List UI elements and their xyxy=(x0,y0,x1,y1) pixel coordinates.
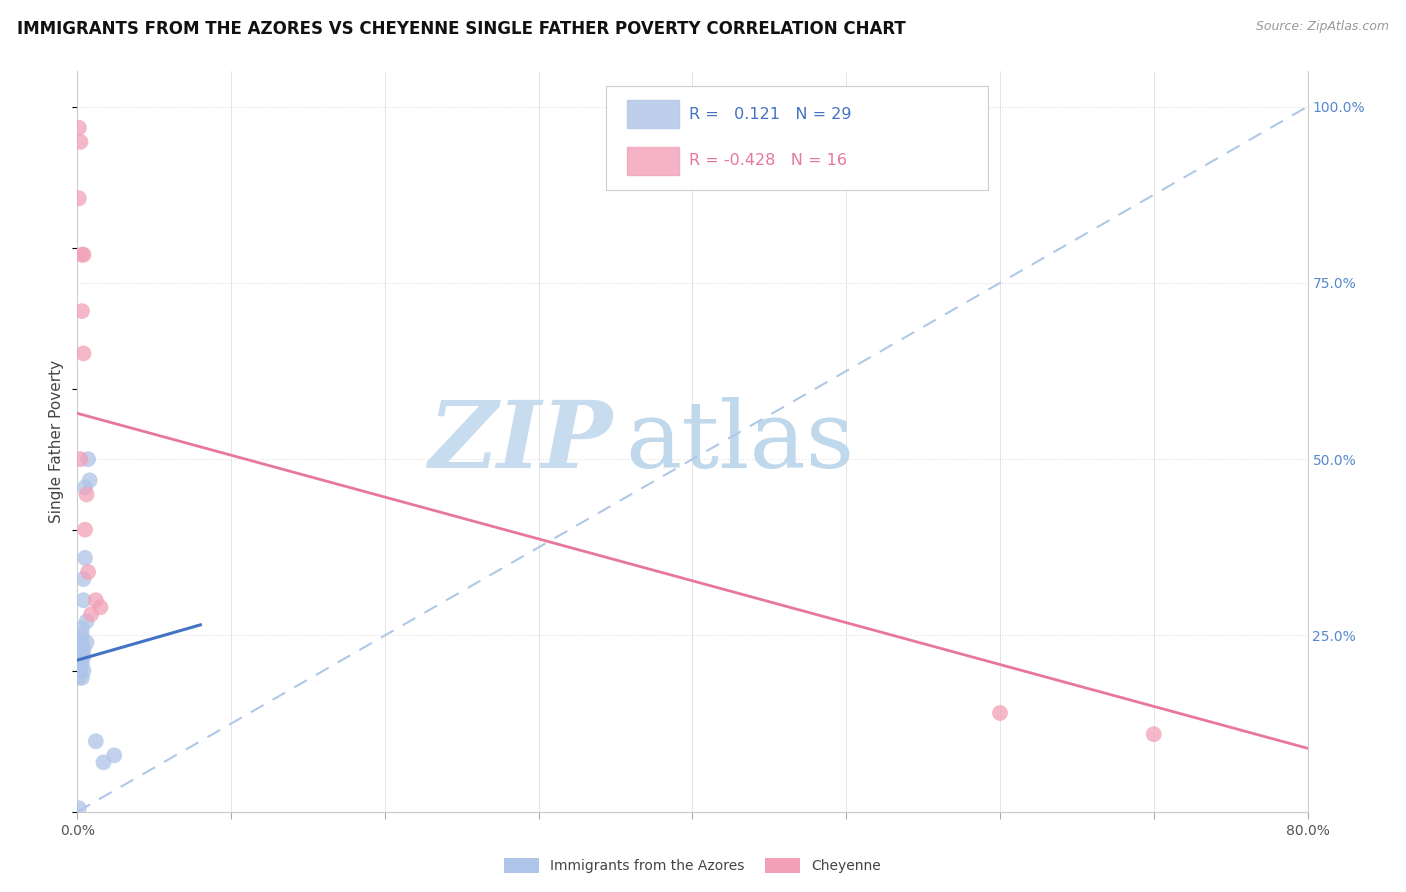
Point xyxy=(67,671,90,685)
Point xyxy=(69,649,91,664)
Y-axis label: Single Father Poverty: Single Father Poverty xyxy=(49,360,65,523)
Point xyxy=(72,642,94,657)
Point xyxy=(73,523,96,537)
Point xyxy=(84,593,107,607)
Text: R = -0.428   N = 16: R = -0.428 N = 16 xyxy=(689,153,846,169)
Point xyxy=(70,671,93,685)
Point xyxy=(84,734,107,748)
Point xyxy=(72,346,94,360)
Point xyxy=(73,480,96,494)
Point xyxy=(70,649,93,664)
Text: IMMIGRANTS FROM THE AZORES VS CHEYENNE SINGLE FATHER POVERTY CORRELATION CHART: IMMIGRANTS FROM THE AZORES VS CHEYENNE S… xyxy=(17,20,905,37)
Point xyxy=(69,635,91,649)
Bar xyxy=(627,147,679,175)
Point xyxy=(70,635,93,649)
Point xyxy=(80,607,103,622)
FancyBboxPatch shape xyxy=(606,87,988,190)
Point xyxy=(72,248,94,262)
Point xyxy=(988,706,1011,720)
Point xyxy=(89,600,111,615)
Text: Source: ZipAtlas.com: Source: ZipAtlas.com xyxy=(1256,20,1389,33)
Point xyxy=(70,628,93,642)
Bar xyxy=(627,100,679,128)
Point xyxy=(69,649,91,664)
Point xyxy=(76,487,98,501)
Text: atlas: atlas xyxy=(624,397,853,486)
Point xyxy=(93,756,115,770)
Point xyxy=(69,452,91,467)
Point xyxy=(103,748,125,763)
Point xyxy=(72,649,94,664)
Point xyxy=(77,452,100,467)
Point xyxy=(76,615,98,629)
Point xyxy=(70,248,93,262)
Point xyxy=(73,550,96,565)
Point xyxy=(67,191,90,205)
Text: R =   0.121   N = 29: R = 0.121 N = 29 xyxy=(689,107,851,122)
Legend: Immigrants from the Azores, Cheyenne: Immigrants from the Azores, Cheyenne xyxy=(499,853,886,879)
Point xyxy=(70,642,93,657)
Point xyxy=(69,664,91,678)
Point xyxy=(69,135,91,149)
Point xyxy=(76,635,98,649)
Text: ZIP: ZIP xyxy=(429,397,613,486)
Point xyxy=(70,304,93,318)
Point xyxy=(69,642,91,657)
Point xyxy=(67,657,90,671)
Point xyxy=(70,621,93,635)
Point xyxy=(77,565,100,579)
Point xyxy=(67,801,90,815)
Point xyxy=(1143,727,1166,741)
Point xyxy=(72,593,94,607)
Point xyxy=(67,120,90,135)
Point xyxy=(72,664,94,678)
Point xyxy=(72,572,94,586)
Point xyxy=(79,473,101,487)
Point xyxy=(70,657,93,671)
